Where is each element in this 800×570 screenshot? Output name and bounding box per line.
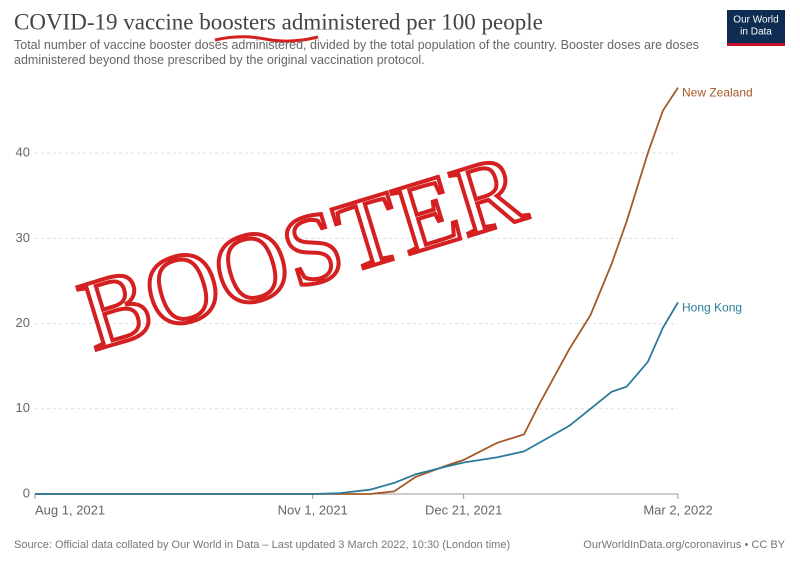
logo-text: in Data [740,27,772,38]
x-tick-label: Mar 2, 2022 [643,502,712,517]
y-tick-label: 0 [23,485,30,500]
y-tick-label: 20 [16,315,30,330]
y-tick-label: 40 [16,145,30,160]
subtitle-box: Total number of vaccine booster doses ad… [14,38,699,67]
y-tick-label: 10 [16,400,30,415]
underline [214,35,319,43]
series-line [35,301,679,495]
annotation: BOOSTER [68,132,536,371]
x-tick-label: Nov 1, 2021 [278,502,348,517]
logo-bar [727,43,785,46]
series-label: New Zealand [682,86,753,100]
y-tick-label: 30 [16,230,30,245]
credit: OurWorldInData.org/coronavirus • CC BY [583,539,785,551]
series-label: Hong Kong [682,300,742,314]
plot: 0 10 20 30 40 Aug 1, 2021 Nov 1, 2021 Dec 21, 2… [16,86,753,518]
logo-text: Our World [733,15,778,26]
x-tick-label: Aug 1, 2021 [35,502,105,517]
chart-title: COVID-19 vaccine boosters administered p… [14,9,543,34]
x-tick-label: Dec 21, 2021 [425,502,502,517]
source: Source: Official data collated by Our Wo… [14,539,510,551]
logo [727,10,785,46]
chart-subtitle: Total number of vaccine booster doses ad… [14,38,699,67]
